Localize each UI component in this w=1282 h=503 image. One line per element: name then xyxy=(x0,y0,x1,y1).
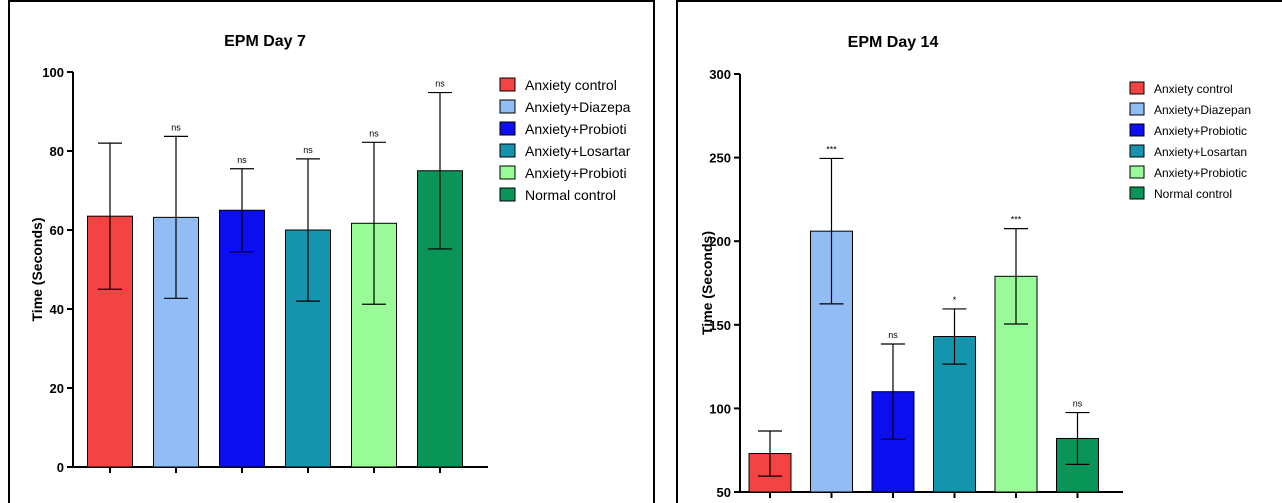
y-tick-label: 250 xyxy=(709,151,731,166)
chart-panel-day14: EPM Day 14 Time (Seconds) 50 100 150 200 250 30… xyxy=(676,0,1282,503)
legend-swatch xyxy=(1129,102,1145,116)
legend-swatch xyxy=(499,77,516,92)
significance-label: ns xyxy=(1073,399,1083,409)
chart-title: EPM Day 7 xyxy=(224,33,306,50)
y-tick-label: 0 xyxy=(57,460,64,475)
legend-swatch xyxy=(1129,165,1145,179)
chart-title: EPM Day 14 xyxy=(848,34,939,51)
legend-label: Anxiety+Probioti xyxy=(525,165,627,181)
chart-panel-day7: EPM Day 7 Time (Seconds) 0 20 40 60 80 100 ns ns n… xyxy=(8,0,655,503)
legend-label: Anxiety+Diazepa xyxy=(525,99,631,115)
legend-swatch xyxy=(499,187,516,202)
y-tick-label: 60 xyxy=(50,223,64,238)
y-tick-label: 40 xyxy=(50,302,64,317)
significance-label: *** xyxy=(1011,215,1022,225)
significance-label: ns xyxy=(369,128,379,138)
significance-label: ns xyxy=(888,330,898,340)
legend-label: Normal control xyxy=(1154,187,1232,201)
y-tick-label: 100 xyxy=(709,401,731,416)
significance-label: ns xyxy=(435,79,445,89)
y-tick-label: 300 xyxy=(709,67,731,82)
legend-label: Anxiety+Probiotic xyxy=(1154,166,1247,180)
legend-swatch xyxy=(499,121,516,136)
legend-swatch xyxy=(1129,123,1145,137)
y-tick-label: 50 xyxy=(717,485,731,500)
legend-label: Anxiety+Probioti xyxy=(525,121,627,137)
legend-label: Anxiety+Losartar xyxy=(525,143,631,159)
legend-label: Anxiety control xyxy=(1154,82,1233,96)
y-tick-label: 20 xyxy=(50,381,64,396)
significance-label: ns xyxy=(171,122,181,132)
significance-label: *** xyxy=(826,144,837,154)
legend-swatch xyxy=(499,143,516,158)
y-tick-label: 200 xyxy=(709,234,731,249)
legend-label: Anxiety control xyxy=(525,77,617,93)
y-tick-label: 100 xyxy=(42,65,64,80)
legend-swatch xyxy=(1129,144,1145,158)
bar xyxy=(871,391,915,493)
chart-day14: EPM Day 14 Time (Seconds) 50 100 150 200 250 30… xyxy=(699,34,1251,500)
legend-label: Normal control xyxy=(525,187,616,203)
significance-label: ns xyxy=(237,155,247,165)
legend-swatch xyxy=(499,99,516,114)
significance-label: ns xyxy=(303,145,313,155)
legend-label: Anxiety+Losartan xyxy=(1154,145,1247,159)
legend-swatch xyxy=(1129,186,1145,200)
y-axis-label: Time (Seconds) xyxy=(699,231,715,335)
legend-label: Anxiety+Diazepan xyxy=(1154,103,1251,117)
bar xyxy=(285,229,331,468)
significance-label: * xyxy=(953,295,957,305)
chart-day7: EPM Day 7 Time (Seconds) 0 20 40 60 80 100 ns ns n… xyxy=(29,33,631,475)
y-tick-label: 150 xyxy=(709,318,731,333)
y-axis-label: Time (Seconds) xyxy=(29,218,45,322)
legend-label: Anxiety+Probiotic xyxy=(1154,124,1247,138)
legend-swatch xyxy=(499,165,516,180)
legend-swatch xyxy=(1129,81,1145,95)
y-tick-label: 80 xyxy=(50,144,64,159)
